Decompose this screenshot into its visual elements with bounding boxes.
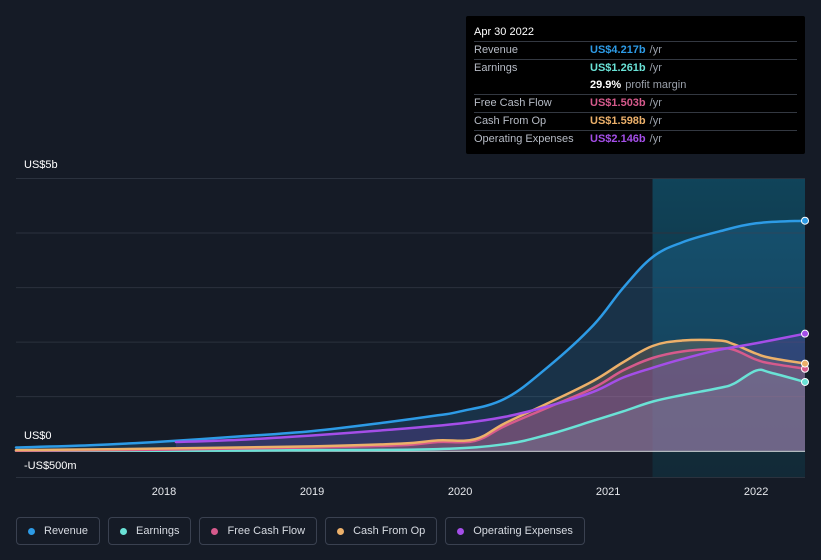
tooltip-label: Revenue (474, 44, 519, 56)
y-axis-top-label: US$5b (24, 159, 58, 171)
x-tick-label: 2020 (448, 486, 472, 498)
legend-label: Free Cash Flow (227, 525, 306, 537)
y-axis-zero-label: US$0 (24, 430, 52, 442)
tooltip-label: Free Cash Flow (474, 97, 552, 109)
tooltip-value: US$2.146b (590, 133, 646, 145)
x-tick-label: 2019 (300, 486, 324, 498)
series-end-point-operating-expenses (801, 329, 809, 338)
legend-dot-icon (457, 527, 465, 535)
series-area-earnings (16, 369, 805, 451)
tooltip-label (474, 77, 590, 94)
series-area-revenue (16, 220, 805, 451)
tooltip-row-cash-from-op: Cash From Op US$1.598b /yr (474, 112, 797, 130)
tooltip-value: US$4.217b (590, 44, 646, 56)
legend-item-revenue[interactable]: Revenue (16, 517, 101, 545)
series-end-point-revenue (801, 216, 809, 225)
hover-tooltip: Apr 30 2022 Revenue US$4.217b /yr Earnin… (466, 16, 805, 154)
tooltip-row-profit-margin: 29.9% profit margin (474, 77, 797, 94)
tooltip-value: US$1.598b (590, 115, 646, 127)
series-line-earnings (14, 368, 807, 453)
legend-dot-icon (337, 527, 345, 535)
tooltip-unit: /yr (649, 115, 662, 127)
legend-label: Earnings (136, 525, 180, 537)
legend-dot-icon (28, 527, 35, 535)
tooltip-date: Apr 30 2022 (474, 26, 534, 38)
series-line-revenue (14, 219, 807, 449)
series-area-cash-from-op (16, 339, 805, 451)
y-axis-bottom-label: -US$500m (24, 460, 77, 472)
legend-item-cash-from-op[interactable]: Cash From Op (325, 517, 438, 545)
series-end-point-earnings (801, 377, 809, 386)
legend-label: Cash From Op (353, 525, 426, 537)
chart-legend: Revenue Earnings Free Cash Flow Cash Fro… (16, 517, 593, 547)
x-tick-label: 2018 (152, 486, 176, 498)
tooltip-label: Earnings (474, 62, 518, 74)
tooltip-unit: /yr (649, 62, 662, 74)
x-tick-label: 2021 (596, 486, 620, 498)
tooltip-label: Operating Expenses (474, 133, 574, 145)
legend-item-earnings[interactable]: Earnings (108, 517, 192, 545)
legend-label: Operating Expenses (473, 525, 573, 537)
tooltip-unit: profit margin (625, 79, 687, 91)
series-line-cash-from-op (14, 338, 807, 452)
series-end-point-cash-from-op (801, 359, 809, 368)
legend-dot-icon (211, 527, 219, 535)
tooltip-row-operating-expenses: Operating Expenses US$2.146b /yr (474, 130, 797, 148)
series-area-operating-expenses (175, 333, 805, 451)
tooltip-value: US$1.503b (590, 97, 646, 109)
legend-item-operating-expenses[interactable]: Operating Expenses (445, 517, 585, 545)
tooltip-row-revenue: Revenue US$4.217b /yr (474, 41, 797, 59)
legend-item-free-cash-flow[interactable]: Free Cash Flow (199, 517, 318, 545)
x-tick-label: 2022 (744, 486, 768, 498)
tooltip-value: US$1.261b (590, 62, 646, 74)
tooltip-row-free-cash-flow: Free Cash Flow US$1.503b /yr (474, 94, 797, 112)
tooltip-unit: /yr (649, 97, 662, 109)
tooltip-unit: /yr (649, 133, 662, 145)
series-area-free-cash-flow (16, 348, 805, 451)
series-line-operating-expenses (174, 332, 807, 444)
tooltip-label: Cash From Op (474, 115, 547, 127)
tooltip-row-earnings: Earnings US$1.261b /yr (474, 59, 797, 77)
legend-label: Revenue (44, 525, 89, 537)
tooltip-value: 29.9% (590, 79, 622, 91)
tooltip-unit: /yr (649, 44, 662, 56)
legend-dot-icon (120, 527, 128, 535)
